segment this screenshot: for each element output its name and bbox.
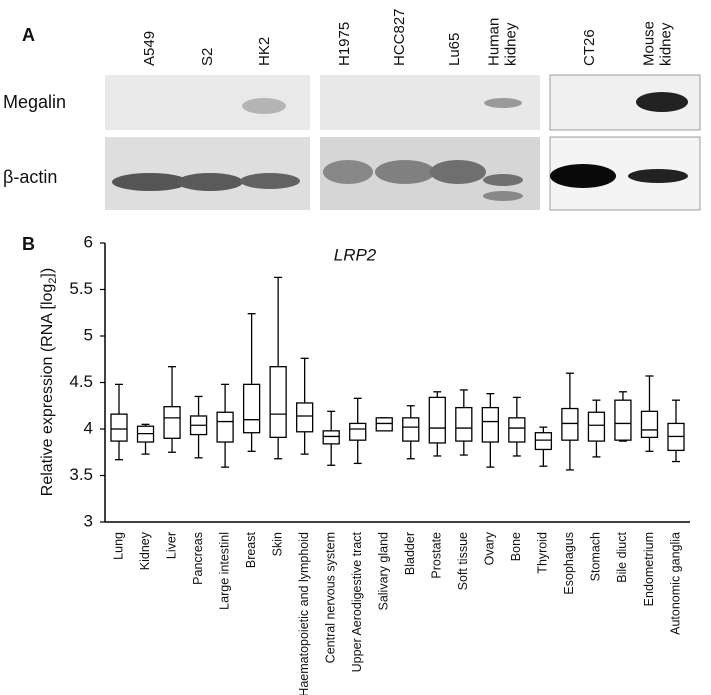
y-axis-label: Relative expression (RNA [log2]) xyxy=(39,268,59,496)
y-tick-label: 4.5 xyxy=(69,372,93,391)
box xyxy=(349,422,367,441)
x-tick-label: Central nervous system xyxy=(323,532,337,663)
chart-title: LRP2 xyxy=(334,245,377,264)
lane-label: kidney xyxy=(502,22,519,66)
lane-label: HCC827 xyxy=(391,8,408,66)
box xyxy=(110,413,128,442)
lane-label: Mouse xyxy=(640,21,657,66)
box xyxy=(402,417,420,442)
lane-label: kidney xyxy=(657,22,674,66)
x-tick-label: Skin xyxy=(270,532,284,556)
y-axis-label-part: 2 xyxy=(47,278,59,284)
y-tick-label: 3 xyxy=(84,511,93,530)
y-tick-label: 5.5 xyxy=(69,279,93,298)
box xyxy=(428,396,446,444)
y-tick-label: 4 xyxy=(84,418,93,437)
box xyxy=(614,399,632,441)
box xyxy=(587,411,606,442)
x-tick-label: Upper Aerodigestive tract xyxy=(350,531,364,672)
lane-label: H1975 xyxy=(336,22,353,66)
x-tick-label: Ovary xyxy=(483,531,497,565)
x-tick-label: Soft tissue xyxy=(456,532,470,590)
x-tick-label: Bile diuct xyxy=(615,531,629,582)
box xyxy=(481,406,499,443)
x-tick-label: Endometrium xyxy=(642,532,656,606)
panel-label: A xyxy=(22,25,35,45)
y-tick-label: 3.5 xyxy=(69,465,93,484)
box xyxy=(640,410,659,439)
row-label: β-actin xyxy=(3,167,57,187)
y-axis-label-part: Relative expression (RNA [log xyxy=(39,284,56,497)
x-tick-label: Prostate xyxy=(430,532,444,579)
x-tick-label: Large intestinl xyxy=(217,532,231,610)
x-tick-label: Thyroid xyxy=(536,532,550,574)
x-tick-label: Stomach xyxy=(589,532,603,581)
x-tick-label: Bladder xyxy=(403,532,417,575)
box xyxy=(296,402,314,433)
x-tick-label: Pancreas xyxy=(191,532,205,585)
x-tick-label: Salivary gland xyxy=(377,532,391,611)
y-tick-label: 5 xyxy=(84,325,93,344)
x-tick-label: Lung xyxy=(111,532,125,560)
row-label: Megalin xyxy=(3,92,66,112)
x-tick-label: Bone xyxy=(509,532,523,561)
blot xyxy=(105,74,701,211)
box xyxy=(216,411,234,443)
y-tick-label: 6 xyxy=(84,232,93,251)
lane-label: A549 xyxy=(141,31,158,66)
box xyxy=(561,407,579,441)
x-tick-label: Breast xyxy=(244,531,258,568)
box xyxy=(508,417,526,443)
panel-label: B xyxy=(22,234,35,254)
box xyxy=(375,417,393,432)
lane-label: Lu65 xyxy=(446,33,463,66)
y-axis-label-part: ]) xyxy=(39,268,56,278)
box xyxy=(534,432,553,451)
x-tick-label: Liver xyxy=(164,532,178,559)
box xyxy=(322,430,340,445)
box xyxy=(163,406,181,439)
lane-label: Human xyxy=(485,18,502,66)
x-tick-label: Autonomic ganglia xyxy=(668,532,682,635)
x-tick-label: Kidney xyxy=(138,531,152,570)
box xyxy=(455,406,473,442)
lane-label: HK2 xyxy=(256,37,273,66)
box xyxy=(242,383,261,434)
x-tick-label: Esophagus xyxy=(562,532,576,595)
lane-label: S2 xyxy=(199,48,216,66)
box xyxy=(269,366,287,439)
lane-label: CT26 xyxy=(581,29,598,66)
x-tick-label: Haematopoietic and lymphoid xyxy=(297,532,311,695)
